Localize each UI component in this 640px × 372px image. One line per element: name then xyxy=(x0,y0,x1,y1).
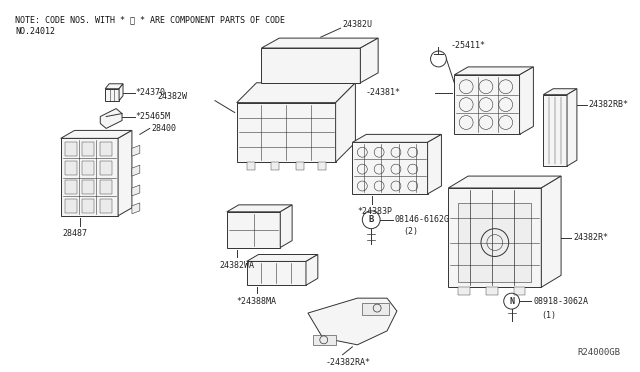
Text: 28400: 28400 xyxy=(152,124,177,133)
Polygon shape xyxy=(543,89,577,95)
Polygon shape xyxy=(335,83,355,162)
Polygon shape xyxy=(61,138,118,216)
Text: NOTE: CODE NOS. WITH * ※ * ARE COMPONENT PARTS OF CODE: NOTE: CODE NOS. WITH * ※ * ARE COMPONENT… xyxy=(15,15,285,24)
Polygon shape xyxy=(118,131,132,216)
Text: 24382RB*: 24382RB* xyxy=(589,100,628,109)
Polygon shape xyxy=(246,162,255,170)
Polygon shape xyxy=(454,75,520,134)
Text: 08146-6162G: 08146-6162G xyxy=(395,215,450,224)
Text: -25411*: -25411* xyxy=(451,41,485,49)
Polygon shape xyxy=(360,38,378,83)
Polygon shape xyxy=(449,176,561,188)
Polygon shape xyxy=(65,161,77,175)
Polygon shape xyxy=(83,199,94,213)
Polygon shape xyxy=(262,38,378,48)
Text: -24381*: -24381* xyxy=(365,88,400,97)
Polygon shape xyxy=(100,199,112,213)
Polygon shape xyxy=(227,205,292,212)
Polygon shape xyxy=(296,162,304,170)
Polygon shape xyxy=(262,48,360,83)
Text: N: N xyxy=(509,296,514,306)
Polygon shape xyxy=(83,180,94,194)
Polygon shape xyxy=(353,134,442,142)
Text: (2): (2) xyxy=(403,227,418,236)
Polygon shape xyxy=(132,145,140,156)
Polygon shape xyxy=(353,142,428,194)
Polygon shape xyxy=(458,203,531,282)
Polygon shape xyxy=(271,162,279,170)
Polygon shape xyxy=(132,203,140,214)
Polygon shape xyxy=(308,298,397,345)
Polygon shape xyxy=(280,205,292,247)
Text: 24382R*: 24382R* xyxy=(573,233,608,242)
Text: 24382U: 24382U xyxy=(342,20,372,29)
Polygon shape xyxy=(246,262,306,285)
Polygon shape xyxy=(65,142,77,156)
Text: 28487: 28487 xyxy=(63,229,88,238)
Text: *25465M: *25465M xyxy=(135,112,170,121)
Polygon shape xyxy=(567,89,577,166)
Polygon shape xyxy=(100,180,112,194)
Polygon shape xyxy=(237,83,355,103)
Polygon shape xyxy=(449,188,541,287)
Polygon shape xyxy=(318,162,326,170)
Text: (1): (1) xyxy=(541,311,556,320)
Text: 24382W: 24382W xyxy=(157,92,188,101)
Text: *24383P: *24383P xyxy=(357,207,392,216)
Polygon shape xyxy=(119,84,123,101)
Polygon shape xyxy=(61,131,132,138)
Polygon shape xyxy=(454,67,533,75)
Polygon shape xyxy=(458,287,470,295)
Text: R24000GB: R24000GB xyxy=(577,348,620,357)
Polygon shape xyxy=(541,176,561,287)
Polygon shape xyxy=(132,165,140,176)
Polygon shape xyxy=(227,212,280,247)
Polygon shape xyxy=(105,89,119,101)
Polygon shape xyxy=(83,161,94,175)
Text: *24388MA: *24388MA xyxy=(237,296,276,306)
Polygon shape xyxy=(362,303,389,315)
Text: -24382RA*: -24382RA* xyxy=(326,358,371,367)
Polygon shape xyxy=(428,134,442,194)
Polygon shape xyxy=(100,142,112,156)
Polygon shape xyxy=(65,199,77,213)
Polygon shape xyxy=(237,103,335,162)
Polygon shape xyxy=(105,84,123,89)
Polygon shape xyxy=(65,180,77,194)
Polygon shape xyxy=(132,185,140,196)
Polygon shape xyxy=(100,161,112,175)
Text: 24382WA: 24382WA xyxy=(219,261,254,270)
Polygon shape xyxy=(246,254,318,262)
Polygon shape xyxy=(313,335,335,345)
Text: B: B xyxy=(369,215,374,224)
Polygon shape xyxy=(100,109,122,128)
Polygon shape xyxy=(543,95,567,166)
Text: *24370: *24370 xyxy=(135,88,165,97)
Text: 08918-3062A: 08918-3062A xyxy=(533,296,588,306)
Polygon shape xyxy=(306,254,318,285)
Polygon shape xyxy=(514,287,525,295)
Polygon shape xyxy=(83,142,94,156)
Polygon shape xyxy=(486,287,498,295)
Text: NO.24012: NO.24012 xyxy=(15,27,55,36)
Polygon shape xyxy=(520,67,533,134)
